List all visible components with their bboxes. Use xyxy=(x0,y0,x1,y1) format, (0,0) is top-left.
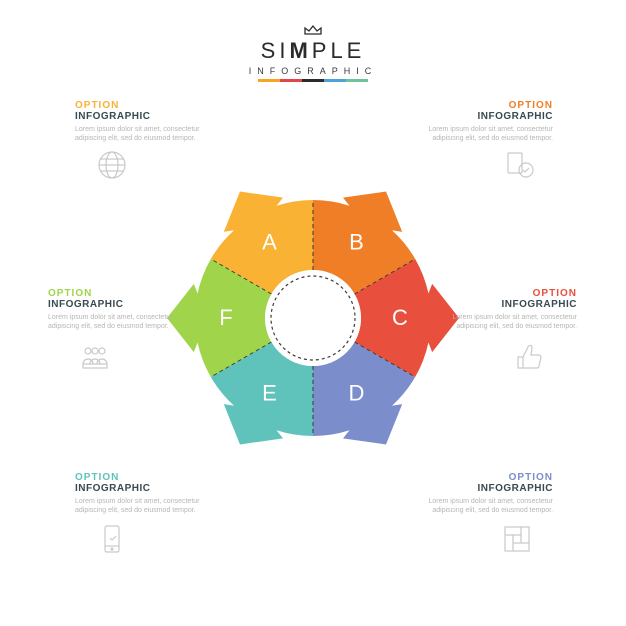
phone-icon xyxy=(95,522,129,556)
segment-label: C xyxy=(392,305,408,330)
page-subtitle: INFOGRAPHIC xyxy=(0,66,626,76)
title-block: SIMPLE INFOGRAPHIC xyxy=(0,24,626,82)
callout-c: OPTIONINFOGRAPHIC Lorem ipsum dolor sit a… xyxy=(432,288,577,332)
callout-sub: INFOGRAPHIC xyxy=(48,299,193,310)
callout-sub: INFOGRAPHIC xyxy=(75,111,220,122)
callout-b: OPTIONINFOGRAPHIC Lorem ipsum dolor sit a… xyxy=(408,100,553,144)
callout-d: OPTIONINFOGRAPHIC Lorem ipsum dolor sit a… xyxy=(408,472,553,516)
segment-label: A xyxy=(262,230,277,255)
callout-body: Lorem ipsum dolor sit amet, consectetur … xyxy=(408,125,553,144)
segment-label: F xyxy=(219,305,232,330)
title-color-bars xyxy=(0,79,626,82)
callout-sub: INFOGRAPHIC xyxy=(408,483,553,494)
callout-label: OPTION xyxy=(48,288,193,299)
center-circle xyxy=(265,270,361,366)
callout-label: OPTION xyxy=(75,100,220,111)
callout-label: OPTION xyxy=(408,472,553,483)
callout-body: Lorem ipsum dolor sit amet, consectetur … xyxy=(48,313,193,332)
callout-body: Lorem ipsum dolor sit amet, consectetur … xyxy=(75,497,220,516)
callout-e: OPTIONINFOGRAPHIC Lorem ipsum dolor sit a… xyxy=(75,472,220,516)
callout-sub: INFOGRAPHIC xyxy=(408,111,553,122)
callout-body: Lorem ipsum dolor sit amet, consectetur … xyxy=(432,313,577,332)
thumb-icon xyxy=(512,340,546,374)
callout-body: Lorem ipsum dolor sit amet, consectetur … xyxy=(408,497,553,516)
callout-label: OPTION xyxy=(408,100,553,111)
callout-sub: INFOGRAPHIC xyxy=(75,483,220,494)
segment-label: D xyxy=(349,380,365,405)
callout-body: Lorem ipsum dolor sit amet, consectetur … xyxy=(75,125,220,144)
segment-label: E xyxy=(262,380,277,405)
crown-icon xyxy=(303,24,323,36)
callout-a: OPTIONINFOGRAPHIC Lorem ipsum dolor sit a… xyxy=(75,100,220,144)
callout-label: OPTION xyxy=(432,288,577,299)
globe-icon xyxy=(95,148,129,182)
maze-icon xyxy=(500,522,534,556)
people-icon xyxy=(78,340,112,374)
callout-f: OPTIONINFOGRAPHIC Lorem ipsum dolor sit a… xyxy=(48,288,193,332)
page-title: SIMPLE xyxy=(0,38,626,64)
callout-label: OPTION xyxy=(75,472,220,483)
segment-label: B xyxy=(349,230,364,255)
doc-icon xyxy=(500,148,534,182)
callout-sub: INFOGRAPHIC xyxy=(432,299,577,310)
